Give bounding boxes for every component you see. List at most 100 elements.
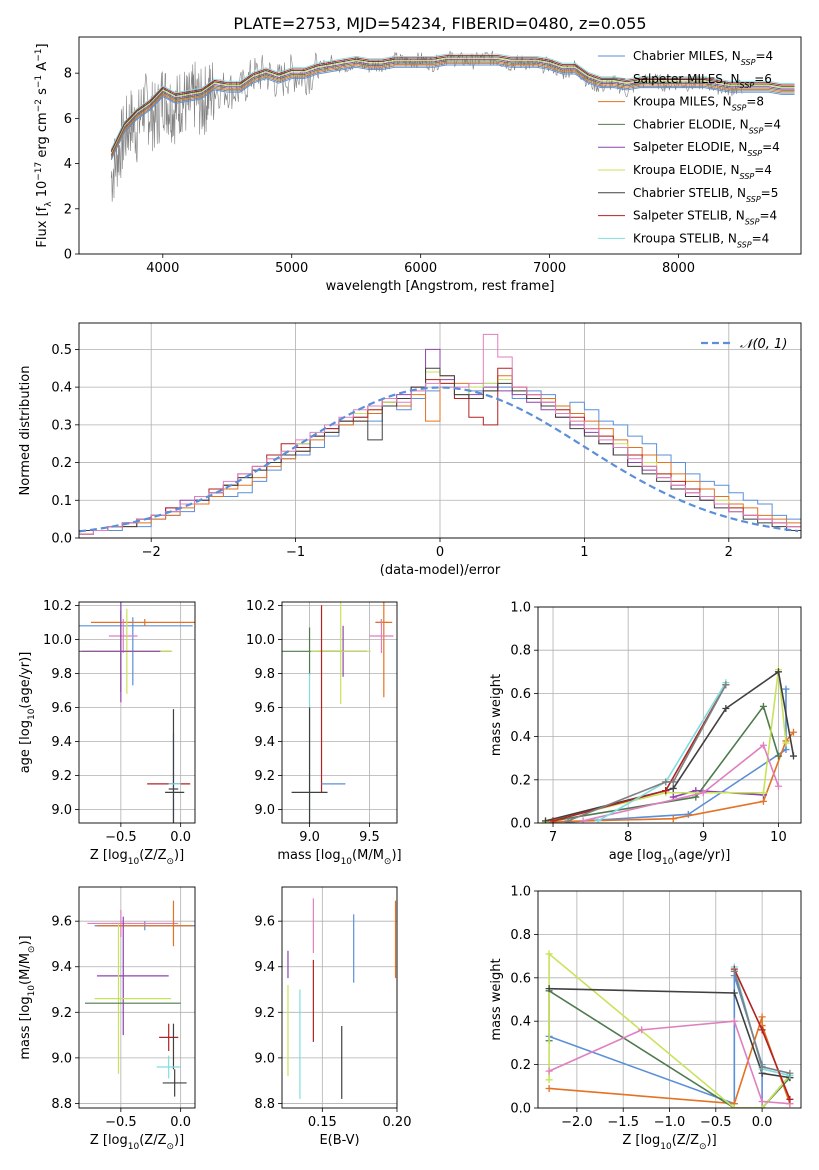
y-tick-label: 0.4 <box>51 381 72 396</box>
x-tick-label: 9.0 <box>299 830 320 845</box>
x-tick-label: 1 <box>580 545 588 560</box>
x-tick-label: 9 <box>699 830 707 845</box>
y-axis-label: mass weight <box>489 674 504 756</box>
plot-area <box>84 900 195 1097</box>
y-tick-label: 8.8 <box>51 1097 72 1112</box>
plot-area <box>282 602 394 823</box>
weight-marker <box>782 746 790 754</box>
error-bar-point <box>159 1023 179 1052</box>
histogram-step <box>79 367 801 538</box>
y-tick-label: 0.6 <box>510 971 531 986</box>
y-axis-label: age [log10(age/yr)] <box>18 652 37 774</box>
histogram-step <box>79 333 801 538</box>
panel-age-vs-Z: −0.5 0.0 9.0 9.2 9.4 9.6 9.8 10.0 10.2 Z [log10(Z… <box>18 599 196 867</box>
y-axis-label: mass weight <box>489 958 504 1040</box>
legend-label: Salpeter STELIB, NSSP=4 <box>633 209 777 227</box>
weight-line <box>545 670 795 822</box>
weight-marker <box>669 778 677 786</box>
legend-label: Kroupa ELODIE, NSSP=4 <box>633 163 772 181</box>
y-tick-label: 0.3 <box>51 418 72 433</box>
panel-spectrum: 4000 5000 6000 7000 8000 0 2 4 6 8 Chabrier MILES,… <box>34 36 802 294</box>
legend-label: Chabrier STELIB, NSSP=5 <box>633 186 778 204</box>
x-axis-label: (data-model)/error <box>380 563 501 578</box>
y-tick-label: 0.0 <box>51 532 72 547</box>
weight-line <box>568 689 787 823</box>
y-tick-label: 9.4 <box>254 735 275 750</box>
axes-frame <box>78 601 196 824</box>
y-tick-label: 0.4 <box>510 1015 531 1030</box>
axes-frame <box>78 886 196 1109</box>
panel-age-vs-mass: 9.0 9.5 9.0 9.2 9.4 9.6 9.8 10.0 10.2 mass [log10… <box>246 599 402 867</box>
plot-area <box>545 950 794 1108</box>
weight-marker <box>786 1095 794 1103</box>
legend-label: 𝒩(0, 1) <box>740 337 787 352</box>
weight-marker <box>730 989 738 997</box>
weight-marker <box>545 1076 553 1084</box>
axes-frame <box>537 890 802 1109</box>
y-tick-label: 9.8 <box>51 667 72 682</box>
weight-marker <box>722 681 730 689</box>
plot-area <box>79 333 801 538</box>
weight-marker <box>730 967 738 975</box>
x-tick-label: 8000 <box>662 261 695 276</box>
weight-line <box>567 684 727 822</box>
y-tick-label: 0.1 <box>51 494 72 509</box>
x-tick-label: 0 <box>436 545 444 560</box>
normal-curve <box>79 386 799 533</box>
y-axis-label: mass [log10(M/M⊙)] <box>18 935 37 1059</box>
model-spectrum-line <box>110 56 795 153</box>
model-spectrum-line <box>110 61 795 158</box>
weight-marker <box>730 1017 738 1025</box>
panel-weight-vs-Z: −2.0 −1.5 −1.0 −0.5 0.0 0.0 0.2 0.4 0.6 0.8 1.0 Z [… <box>489 885 802 1152</box>
weight-marker <box>669 784 677 792</box>
legend-label: Chabrier ELODIE, NSSP=4 <box>633 117 781 135</box>
x-axis-label: mass [log10(M/M⊙)] <box>277 848 401 867</box>
x-tick-label: −0.5 <box>105 830 137 845</box>
y-tick-label: 9.0 <box>254 803 275 818</box>
x-tick-label: −2.0 <box>561 1115 593 1130</box>
weight-marker <box>662 787 670 795</box>
model-spectrum-line <box>110 64 795 161</box>
panel-mass-vs-Z: −0.5 0.0 8.8 9.0 9.2 9.4 9.6 Z [log10(Z/Z⊙)] mas… <box>18 886 196 1152</box>
weight-marker <box>662 778 670 786</box>
panel-mass-vs-EBV: 0.15 0.20 8.8 9.0 9.2 9.4 9.6 E(B-V) <box>254 886 411 1148</box>
y-tick-label: 10.2 <box>43 599 72 614</box>
weight-marker <box>774 668 782 676</box>
plot-area <box>542 666 797 823</box>
legend-label: Kroupa MILES, NSSP=8 <box>633 95 764 113</box>
x-tick-label: 8 <box>624 830 632 845</box>
weight-marker <box>758 1026 766 1034</box>
x-tick-label: 7 <box>549 830 557 845</box>
x-tick-label: −1.5 <box>607 1115 639 1130</box>
y-tick-label: 9.6 <box>254 701 275 716</box>
y-tick-label: 9.2 <box>254 1006 275 1021</box>
legend-label: Salpeter MILES, NSSP=6 <box>633 72 772 90</box>
y-tick-label: 9.6 <box>51 701 72 716</box>
y-axis-label: Flux [fλ 10−17 erg cm−2 s−1 A−1] <box>34 43 54 247</box>
weight-marker <box>545 1084 553 1092</box>
x-tick-label: −0.5 <box>700 1115 732 1130</box>
weight-line <box>552 704 780 822</box>
weight-marker <box>759 741 767 749</box>
weight-marker <box>542 817 550 823</box>
y-tick-label: 10.2 <box>246 599 275 614</box>
x-axis-label: wavelength [Angstrom, rest frame] <box>326 279 555 294</box>
y-tick-label: 9.2 <box>51 769 72 784</box>
model-spectrum-line <box>110 55 795 151</box>
y-tick-label: 0 <box>64 248 72 263</box>
x-tick-label: 10 <box>770 830 787 845</box>
weight-marker <box>759 797 767 805</box>
y-tick-label: 0.5 <box>51 343 72 358</box>
y-tick-label: 0.2 <box>51 456 72 471</box>
weight-marker <box>758 1097 766 1105</box>
weight-marker <box>759 789 767 797</box>
error-bar-point <box>291 707 328 823</box>
x-axis-label: age [log10(age/yr)] <box>609 848 731 867</box>
x-tick-label: −2 <box>142 545 161 560</box>
weight-marker <box>782 739 790 747</box>
weight-marker <box>789 752 797 760</box>
x-axis-label: E(B-V) <box>319 1133 359 1148</box>
weight-marker <box>594 817 602 823</box>
legend-label: Salpeter ELODIE, NSSP=4 <box>633 140 780 158</box>
